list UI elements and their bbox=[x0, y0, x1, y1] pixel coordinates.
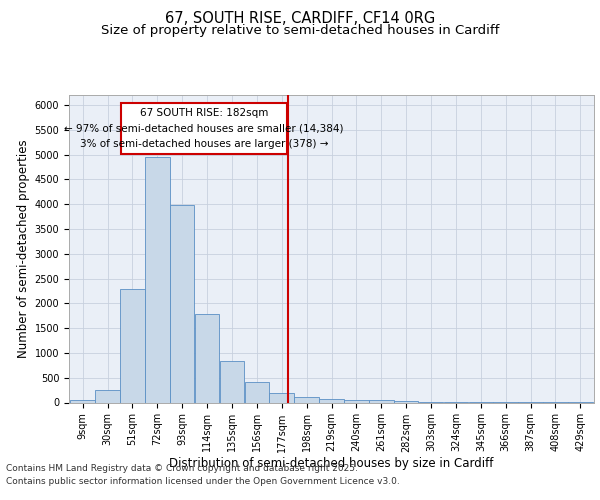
X-axis label: Distribution of semi-detached houses by size in Cardiff: Distribution of semi-detached houses by … bbox=[169, 457, 494, 470]
Y-axis label: Number of semi-detached properties: Number of semi-detached properties bbox=[17, 140, 31, 358]
Bar bbox=[295, 398, 319, 402]
Bar bbox=[170, 205, 194, 402]
Bar bbox=[95, 390, 120, 402]
Text: Contains public sector information licensed under the Open Government Licence v3: Contains public sector information licen… bbox=[6, 477, 400, 486]
Bar bbox=[269, 394, 294, 402]
Bar bbox=[344, 400, 368, 402]
Bar bbox=[195, 314, 220, 402]
Bar bbox=[319, 399, 344, 402]
Text: ← 97% of semi-detached houses are smaller (14,384): ← 97% of semi-detached houses are smalle… bbox=[64, 124, 344, 134]
Text: Contains HM Land Registry data © Crown copyright and database right 2025.: Contains HM Land Registry data © Crown c… bbox=[6, 464, 358, 473]
Bar bbox=[245, 382, 269, 402]
FancyBboxPatch shape bbox=[121, 102, 287, 154]
Text: 67 SOUTH RISE: 182sqm: 67 SOUTH RISE: 182sqm bbox=[140, 108, 268, 118]
Bar bbox=[369, 400, 394, 402]
Bar bbox=[145, 157, 170, 402]
Bar bbox=[120, 290, 145, 403]
Bar bbox=[394, 401, 418, 402]
Text: Size of property relative to semi-detached houses in Cardiff: Size of property relative to semi-detach… bbox=[101, 24, 499, 37]
Bar bbox=[220, 361, 244, 403]
Text: 67, SOUTH RISE, CARDIFF, CF14 0RG: 67, SOUTH RISE, CARDIFF, CF14 0RG bbox=[165, 11, 435, 26]
Text: 3% of semi-detached houses are larger (378) →: 3% of semi-detached houses are larger (3… bbox=[80, 139, 328, 149]
Bar bbox=[70, 400, 95, 402]
